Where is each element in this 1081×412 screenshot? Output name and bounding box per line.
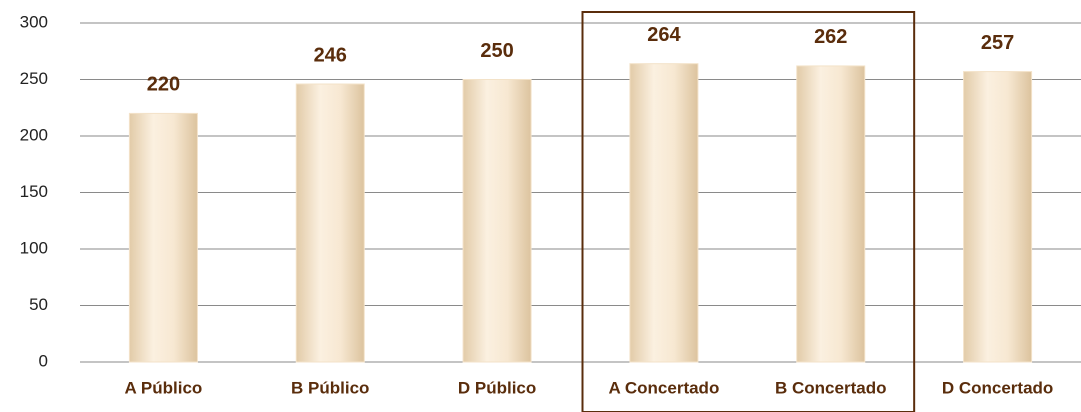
data-label: 246: [314, 44, 347, 66]
y-tick-label: 150: [20, 182, 48, 201]
y-tick-label: 250: [20, 69, 48, 88]
data-label: 257: [981, 32, 1014, 54]
bar: [295, 83, 365, 363]
bar: [128, 112, 198, 363]
bar: [462, 79, 532, 363]
y-tick-label: 0: [39, 351, 48, 370]
y-tick-label: 100: [20, 238, 48, 257]
x-tick-label: B Público: [291, 378, 369, 397]
bar: [963, 71, 1033, 363]
y-tick-label: 200: [20, 125, 48, 144]
y-tick-label: 50: [29, 295, 48, 314]
x-tick-label: B Concertado: [775, 378, 886, 397]
data-label: 264: [647, 24, 681, 46]
x-tick-label: A Concertado: [609, 378, 720, 397]
bar: [629, 63, 699, 363]
x-tick-label: D Público: [458, 378, 536, 397]
bar: [796, 65, 866, 363]
x-tick-label: A Público: [125, 378, 203, 397]
highlight-box: [581, 11, 916, 412]
data-label: 262: [814, 26, 847, 48]
x-tick-label: D Concertado: [942, 378, 1053, 397]
data-label: 220: [147, 74, 180, 96]
data-label: 250: [480, 40, 513, 62]
y-tick-label: 300: [20, 12, 48, 31]
